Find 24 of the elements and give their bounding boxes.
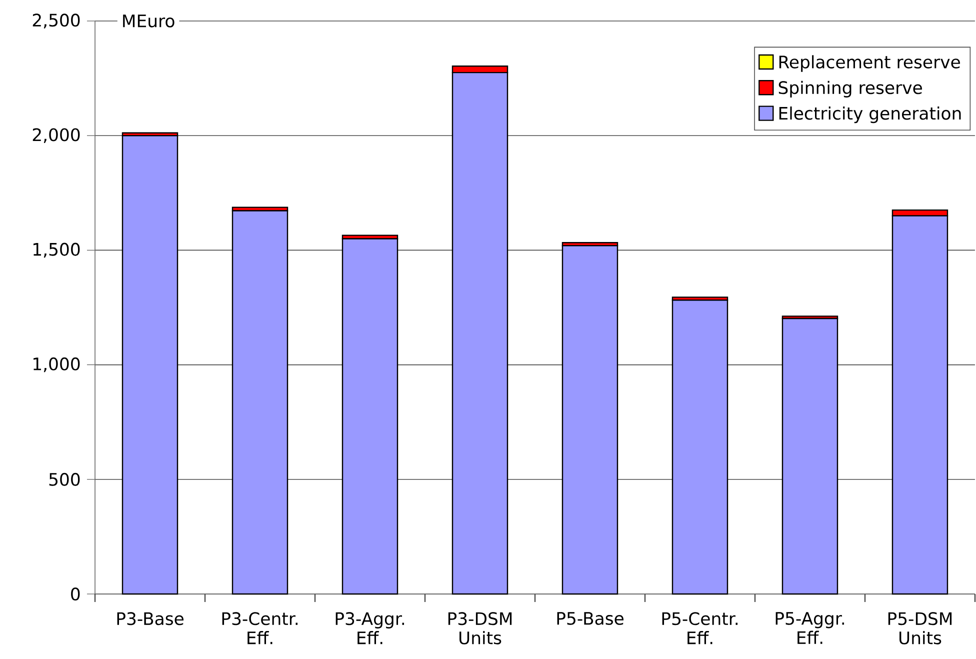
y-tick-label: 2,000 xyxy=(32,128,80,143)
x-tick-label: P5-Base xyxy=(557,612,624,625)
y-axis-title: MEuro xyxy=(123,14,174,28)
x-tick-label: P5-Centr. Eff. xyxy=(662,612,738,644)
y-tick-label: 500 xyxy=(49,472,80,486)
x-tick-label: P3-Base xyxy=(117,612,184,626)
bar xyxy=(122,134,178,595)
bar xyxy=(342,238,398,595)
y-tick-label: 2,500 xyxy=(32,14,80,28)
y-tick-label: 1,000 xyxy=(34,357,80,372)
x-tick-label: P3-Aggr. Eff. xyxy=(336,612,404,644)
bar xyxy=(672,300,728,595)
bar xyxy=(562,245,618,595)
y-tick-label: 0 xyxy=(71,587,80,600)
x-tick-label: P5-DSM Units xyxy=(888,612,952,644)
legend-label: Replacement reserve xyxy=(779,55,960,72)
bar xyxy=(232,210,288,595)
bar xyxy=(782,318,838,595)
legend-label: Electricity generation xyxy=(779,106,961,124)
legend-label: Spinning reserve xyxy=(778,80,922,98)
x-tick-label: P3-DSM Units xyxy=(448,612,512,644)
x-tick-label: P5-Aggr. Eff. xyxy=(776,612,844,644)
x-tick-label: P3-Centr. Eff. xyxy=(222,612,298,644)
y-tick-label: 1,500 xyxy=(34,242,80,258)
